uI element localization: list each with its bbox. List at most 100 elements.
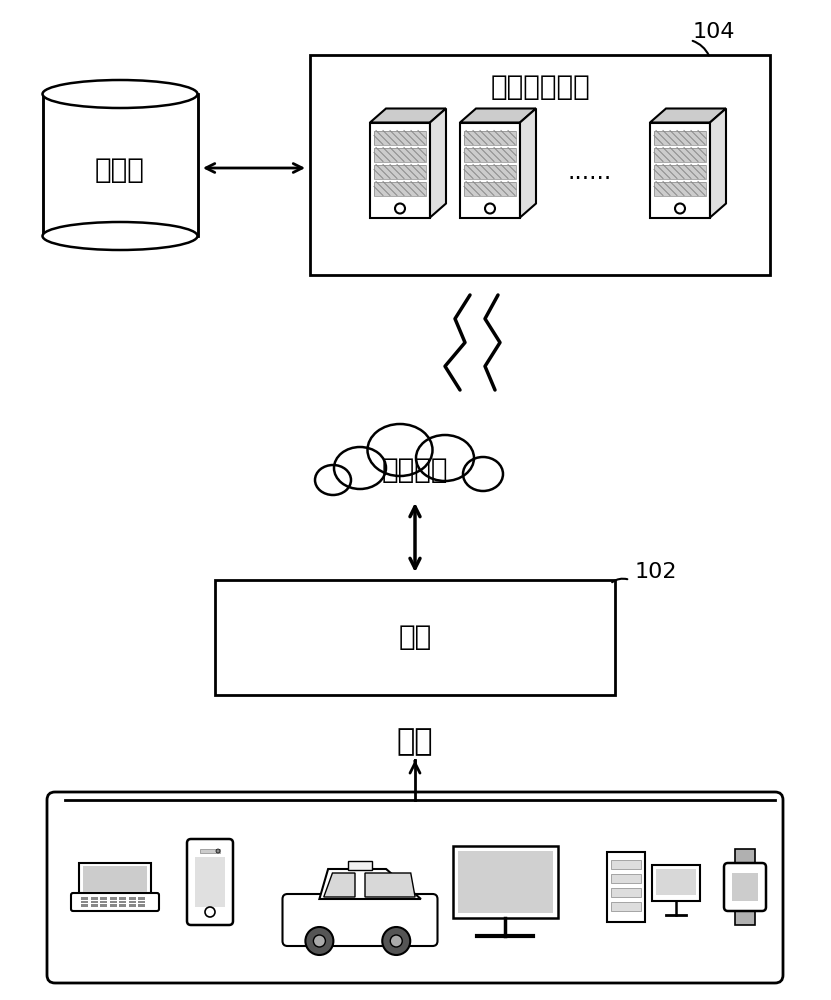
Circle shape <box>313 935 326 947</box>
Ellipse shape <box>42 222 198 250</box>
Bar <box>200 849 220 853</box>
Bar <box>374 130 426 144</box>
Bar <box>79 863 151 895</box>
Bar <box>348 861 372 870</box>
Polygon shape <box>520 108 536 218</box>
Bar <box>611 874 641 883</box>
Bar <box>91 904 97 906</box>
Ellipse shape <box>463 457 503 491</box>
Bar <box>652 865 700 901</box>
Bar <box>611 888 641 897</box>
Ellipse shape <box>416 435 474 481</box>
Circle shape <box>306 927 333 955</box>
Bar <box>370 122 430 218</box>
Bar <box>129 900 135 903</box>
Bar <box>195 857 225 907</box>
Bar <box>81 900 88 903</box>
Polygon shape <box>370 108 446 122</box>
Bar <box>374 164 426 178</box>
Bar <box>654 147 706 161</box>
Circle shape <box>391 935 402 947</box>
Bar <box>607 852 645 922</box>
Ellipse shape <box>367 424 432 476</box>
Bar <box>611 902 641 911</box>
Text: 数据库服务器: 数据库服务器 <box>490 73 590 101</box>
Bar <box>611 860 641 869</box>
Bar <box>138 900 145 903</box>
Circle shape <box>485 204 495 214</box>
Bar <box>91 897 97 900</box>
Bar <box>119 904 126 906</box>
Bar <box>735 905 755 925</box>
Bar <box>138 904 145 906</box>
Bar <box>735 849 755 869</box>
Circle shape <box>205 907 215 917</box>
Bar <box>654 130 706 144</box>
FancyArrowPatch shape <box>612 579 627 582</box>
FancyBboxPatch shape <box>47 792 783 983</box>
Bar <box>460 122 520 218</box>
Text: 通信网络: 通信网络 <box>381 456 448 484</box>
Bar <box>464 164 516 178</box>
Bar <box>464 182 516 196</box>
Bar <box>374 182 426 196</box>
Bar <box>310 55 770 275</box>
Bar <box>138 897 145 900</box>
Bar <box>732 873 758 901</box>
Polygon shape <box>324 873 355 897</box>
Bar <box>374 130 426 144</box>
Circle shape <box>216 849 220 853</box>
FancyBboxPatch shape <box>283 894 437 946</box>
Bar <box>374 147 426 161</box>
Bar <box>100 904 107 906</box>
Bar <box>464 182 516 196</box>
Ellipse shape <box>334 447 386 489</box>
Bar <box>129 897 135 900</box>
Polygon shape <box>365 873 416 897</box>
Polygon shape <box>650 108 726 122</box>
Polygon shape <box>460 108 536 122</box>
Bar <box>458 851 553 913</box>
Bar <box>464 164 516 178</box>
Bar <box>374 147 426 161</box>
Bar <box>654 147 706 161</box>
Ellipse shape <box>42 80 198 108</box>
Bar <box>83 866 147 892</box>
Text: ......: ...... <box>568 160 612 184</box>
Bar <box>654 130 706 144</box>
Bar <box>374 182 426 196</box>
Bar <box>464 147 516 161</box>
Bar <box>650 122 710 218</box>
Circle shape <box>382 927 411 955</box>
Bar <box>654 164 706 178</box>
Bar <box>91 900 97 903</box>
Bar <box>374 164 426 178</box>
Bar <box>656 869 696 895</box>
Bar <box>464 130 516 144</box>
FancyBboxPatch shape <box>724 863 766 911</box>
Polygon shape <box>430 108 446 218</box>
Circle shape <box>395 204 405 214</box>
Ellipse shape <box>315 462 515 502</box>
Bar <box>100 897 107 900</box>
FancyBboxPatch shape <box>71 893 159 911</box>
Polygon shape <box>710 108 726 218</box>
Bar <box>129 904 135 906</box>
Bar <box>110 904 116 906</box>
Text: 102: 102 <box>635 562 677 582</box>
Ellipse shape <box>315 465 351 495</box>
Bar <box>81 897 88 900</box>
Text: 104: 104 <box>693 22 735 42</box>
Text: 终端: 终端 <box>398 624 431 652</box>
Bar <box>453 846 558 918</box>
Bar <box>42 94 198 236</box>
Bar <box>654 164 706 178</box>
FancyArrowPatch shape <box>693 41 709 55</box>
Circle shape <box>675 204 685 214</box>
Bar <box>100 900 107 903</box>
Bar <box>654 182 706 196</box>
Bar <box>654 182 706 196</box>
Bar <box>81 904 88 906</box>
Text: 例如: 例如 <box>396 728 433 756</box>
Bar <box>464 147 516 161</box>
